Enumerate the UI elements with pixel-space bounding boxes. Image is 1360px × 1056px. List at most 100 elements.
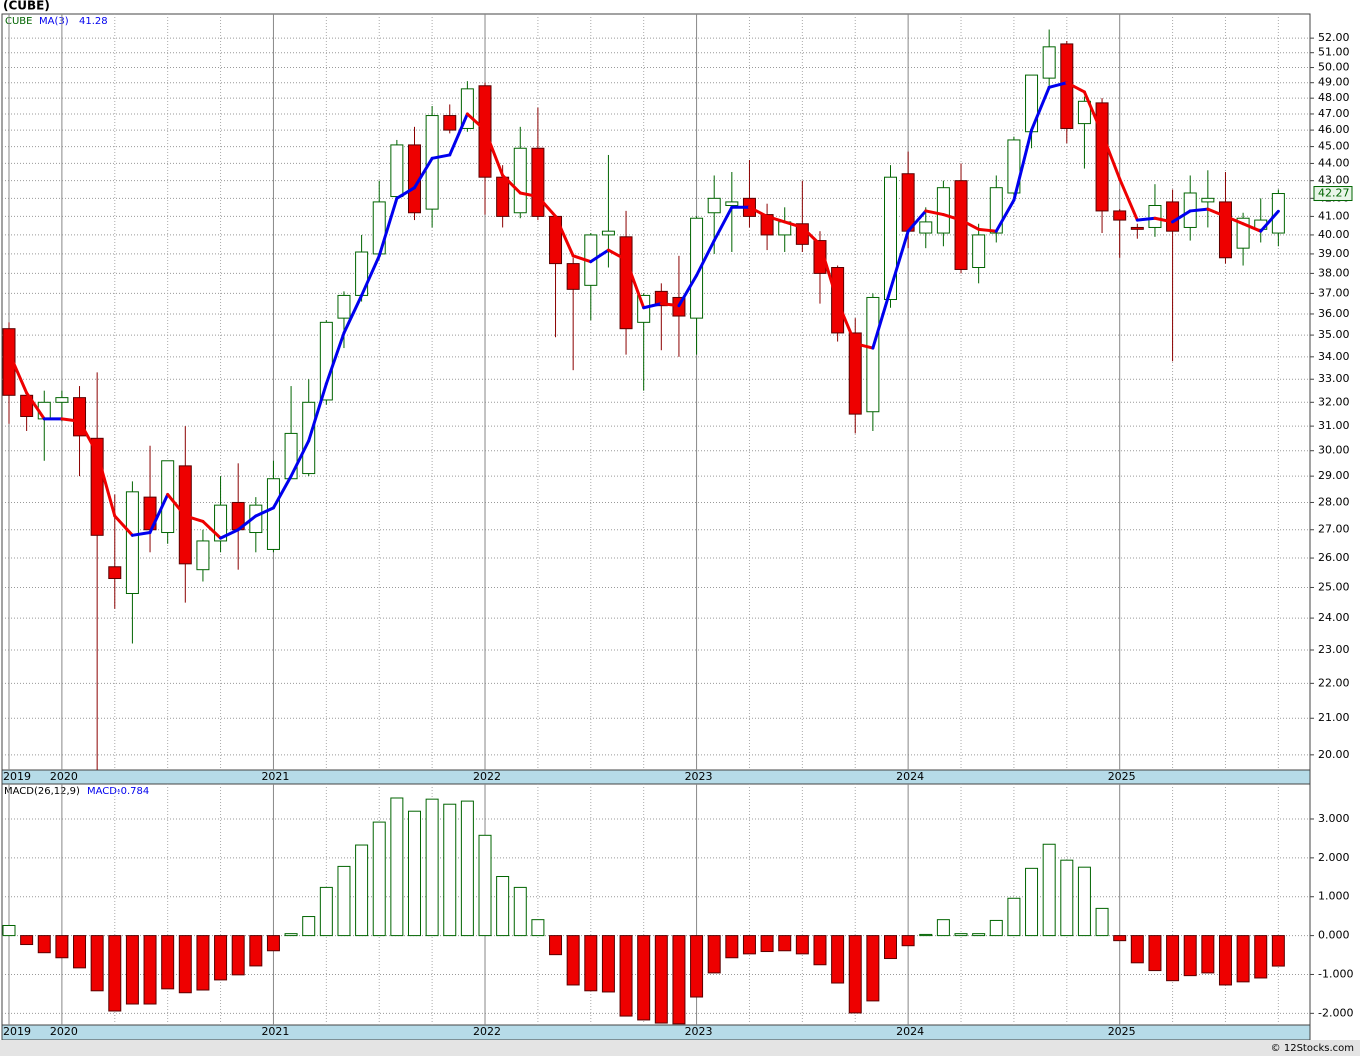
ma-segment <box>78 419 99 455</box>
ma-segment <box>1082 90 1104 135</box>
macd-bar <box>954 933 968 937</box>
macd-bar <box>637 935 651 1021</box>
candle-body <box>919 221 933 234</box>
last-price-label: 42.27 <box>1318 187 1350 200</box>
ma-segment <box>589 248 610 264</box>
ma-segment <box>624 258 646 310</box>
macd-bar <box>337 865 351 937</box>
ma-segment <box>994 198 1016 233</box>
ma-segment <box>148 492 170 535</box>
candle-body <box>55 397 69 403</box>
ma-segment <box>977 227 998 233</box>
y-tick-label: 25.00 <box>1318 580 1350 593</box>
candle-body <box>425 115 439 210</box>
candle-body <box>848 332 862 415</box>
ma-segment <box>765 214 787 224</box>
y-tick-label: 38.00 <box>1318 266 1350 279</box>
x-tick-label: 2019 <box>3 770 31 783</box>
macd-bar <box>73 935 87 969</box>
y-tick-label: 47.00 <box>1318 107 1350 120</box>
macd-bar <box>1095 907 1109 937</box>
ma-segment <box>1259 209 1280 233</box>
candle-body <box>443 115 457 131</box>
macd-bar <box>601 935 615 993</box>
macd-bar <box>249 935 263 967</box>
macd-bar <box>919 933 933 937</box>
candle-body <box>901 173 915 232</box>
macd-bar <box>37 935 51 954</box>
macd-bar <box>496 876 510 937</box>
macd-bar <box>584 935 598 992</box>
macd-bar <box>108 935 122 1012</box>
macd-bar <box>1236 935 1250 983</box>
x-tick-label: 2025 <box>1108 1025 1136 1038</box>
y-tick-label: 46.00 <box>1318 123 1350 136</box>
candle-body <box>1201 197 1215 203</box>
x-tick-label: 2020 <box>50 1025 78 1038</box>
chart-title: (CUBE) <box>3 0 50 13</box>
candle-body <box>337 294 351 319</box>
y-tick-label: 37.00 <box>1318 286 1350 299</box>
x-axis-strip <box>1 769 1311 785</box>
y-tick-label: 26.00 <box>1318 551 1350 564</box>
candle-body <box>1166 201 1180 232</box>
ma-segment <box>1030 85 1051 132</box>
ma-segment <box>483 128 505 177</box>
ma-segment <box>1047 81 1069 89</box>
macd-bar <box>1148 935 1162 972</box>
y-tick-label: 40.00 <box>1318 228 1350 241</box>
y-tick-label: 51.00 <box>1318 46 1350 59</box>
ma-segment <box>1100 131 1122 181</box>
macd-bar <box>443 803 457 937</box>
y-tick-label: 24.00 <box>1318 611 1350 624</box>
y-tick-label: 0.000 <box>1318 929 1350 942</box>
candle-body <box>690 217 704 319</box>
macd-bar <box>1271 935 1285 967</box>
y-tick-label: 35.00 <box>1318 328 1350 341</box>
y-tick-label: 52.00 <box>1318 31 1350 44</box>
macd-bar <box>266 935 280 952</box>
macd-bar <box>143 935 157 1005</box>
macd-bar <box>1254 935 1268 979</box>
macd-bar <box>866 935 880 1002</box>
ma-segment <box>536 195 558 218</box>
candle-body <box>972 234 986 269</box>
macd-bar <box>1113 935 1127 942</box>
macd-bar <box>972 933 986 937</box>
legend-macd: MACD(26,12,9) <box>4 786 80 797</box>
macd-bar <box>1077 866 1091 937</box>
candle-body <box>513 147 527 214</box>
macd-bar <box>460 800 474 937</box>
macd-bar <box>20 935 34 946</box>
ma-segment <box>800 225 822 246</box>
macd-bar <box>390 797 404 937</box>
candle-body <box>1113 210 1127 221</box>
macd-bar <box>1130 935 1144 964</box>
ma-segment <box>677 273 699 308</box>
macd-bar <box>1042 843 1056 937</box>
ma-segment <box>1188 207 1210 213</box>
macd-bar <box>795 935 809 955</box>
macd-bar <box>989 919 1003 937</box>
ma-segment <box>501 173 522 195</box>
ma-segment <box>712 205 734 243</box>
candle-body <box>1042 46 1056 79</box>
candle-body <box>1095 102 1109 212</box>
candle-body <box>108 566 122 580</box>
y-tick-label: 34.00 <box>1318 350 1350 363</box>
macd-bar <box>619 935 633 1017</box>
y-tick-label: 3.000 <box>1318 812 1350 825</box>
candle-body <box>1218 201 1232 259</box>
y-tick-label: 50.00 <box>1318 61 1350 74</box>
candle-body <box>866 296 880 413</box>
ma-segment <box>924 209 945 217</box>
macd-bar <box>848 935 862 1014</box>
candle-body <box>266 478 280 550</box>
ma-segment <box>289 439 311 478</box>
ma-segment <box>183 514 205 523</box>
ma-segment <box>642 302 663 310</box>
ma-segment <box>1065 81 1086 94</box>
ma-segment <box>271 474 293 510</box>
ma-segment <box>448 112 469 157</box>
y-tick-label: 39.00 <box>1318 247 1350 260</box>
